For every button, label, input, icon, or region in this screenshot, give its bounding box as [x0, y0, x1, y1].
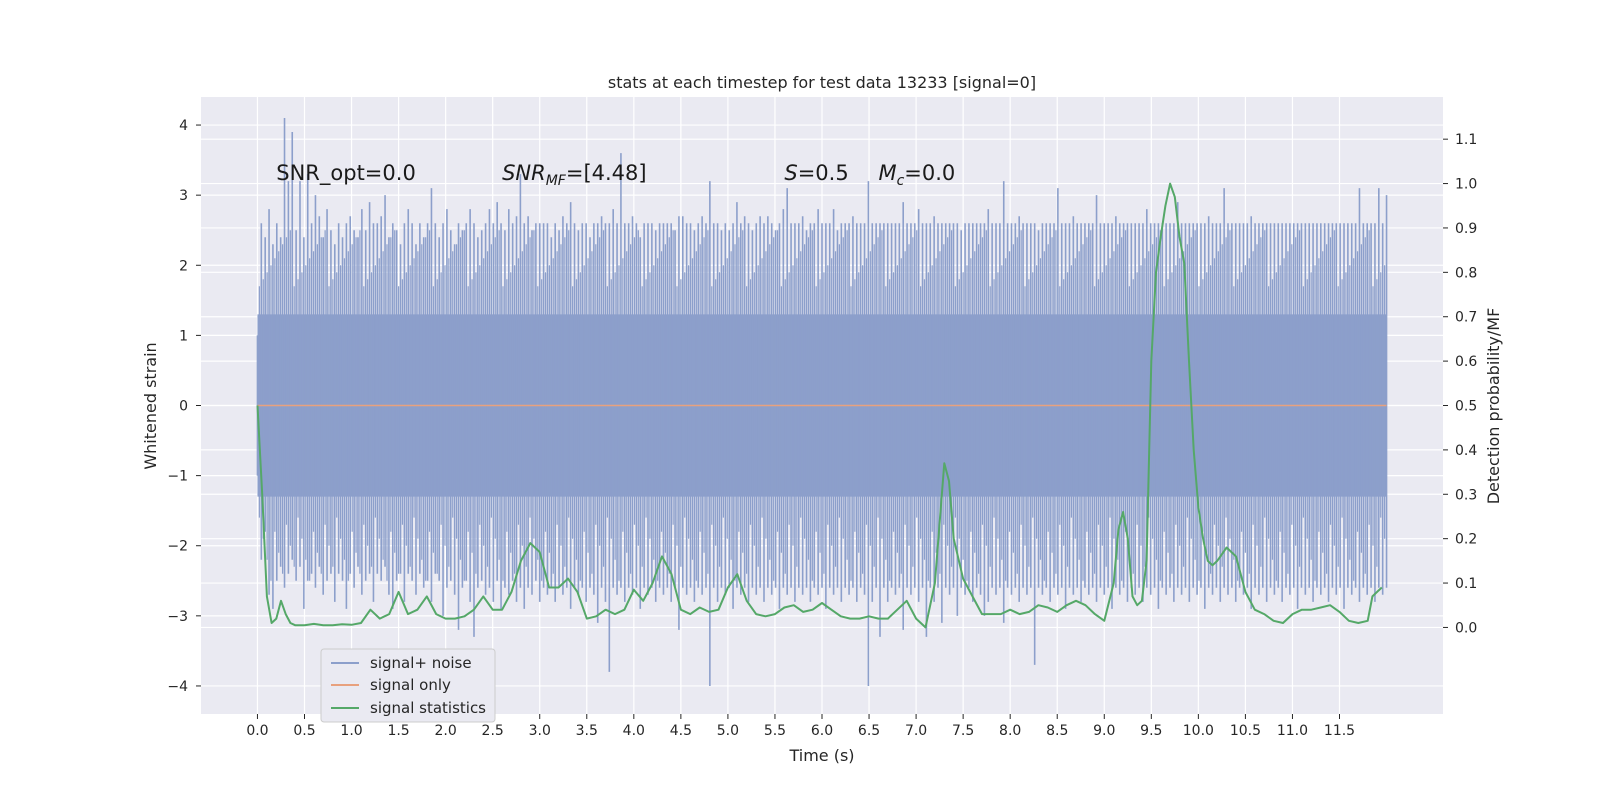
- x-tick-label: 5.5: [764, 723, 786, 739]
- y2-tick-label: 0.4: [1455, 443, 1477, 459]
- y-axis-label: Whitened strain: [141, 342, 160, 469]
- x-axis-label: Time (s): [788, 746, 854, 765]
- y-tick-label: 0: [179, 399, 188, 415]
- x-tick-label: 3.0: [529, 723, 551, 739]
- y2-axis-label: Detection probability/MF: [1484, 308, 1503, 505]
- x-tick-label: 9.5: [1140, 723, 1162, 739]
- series-signal-statistics: [256, 182, 1383, 629]
- legend-label-signal-noise: signal+ noise: [370, 654, 472, 672]
- x-tick-label: 0.0: [246, 723, 268, 739]
- annotations: SNR_opt=0.0 SNRMF=[4.48] S=0.5 Mc=0.0: [276, 161, 955, 189]
- y-tick-label: −2: [167, 539, 188, 555]
- plot-area: [256, 118, 1388, 686]
- x-tick-label: 11.0: [1277, 723, 1308, 739]
- x-tick-label: 4.0: [623, 723, 645, 739]
- x-tick-label: 3.5: [576, 723, 598, 739]
- x-tick-label: 0.5: [293, 723, 315, 739]
- y-tick-label: 2: [179, 258, 188, 274]
- legend: signal+ noise signal only signal statist…: [320, 648, 496, 723]
- legend-label-signal-statistics: signal statistics: [370, 699, 486, 717]
- y2-tick-label: 0.9: [1455, 221, 1477, 237]
- y2-tick-label: 0.0: [1455, 620, 1477, 636]
- x-tick-label: 11.5: [1324, 723, 1355, 739]
- y-tick-label: 4: [179, 118, 188, 134]
- y2-tick-label: 0.1: [1455, 576, 1477, 592]
- legend-box: [320, 648, 496, 723]
- x-tick-label: 1.0: [340, 723, 362, 739]
- y-tick-label: 3: [179, 188, 188, 204]
- x-tick-label: 6.5: [858, 723, 880, 739]
- y2-tick-label: 1.1: [1455, 132, 1477, 148]
- x-tick-label: 7.5: [952, 723, 974, 739]
- x-tick-label: 10.0: [1183, 723, 1214, 739]
- x-tick-label: 4.5: [670, 723, 692, 739]
- chart-title: stats at each timestep for test data 132…: [608, 73, 1036, 92]
- y-tick-label: −3: [167, 609, 188, 625]
- tick-labels: 0.0 0.5 1.0 1.5 2.0 2.5 3.0 3.5 4.0 4.5 5.0 5.5 6.0 6…: [167, 118, 1477, 739]
- x-tick-label: 7.0: [905, 723, 927, 739]
- y-tick-label: −1: [167, 469, 188, 485]
- y2-tick-label: 0.5: [1455, 399, 1477, 415]
- x-tick-label: 5.0: [717, 723, 739, 739]
- y2-tick-label: 1.0: [1455, 177, 1477, 193]
- legend-label-signal-only: signal only: [370, 676, 451, 694]
- x-tick-label: 2.0: [435, 723, 457, 739]
- annotation: SNRMF=[4.48]: [502, 161, 647, 189]
- annotation: Mc=0.0: [878, 161, 955, 189]
- x-tick-label: 10.5: [1230, 723, 1261, 739]
- y2-tick-label: 0.2: [1455, 532, 1477, 548]
- y2-tick-label: 0.3: [1455, 487, 1477, 503]
- x-tick-label: 2.5: [482, 723, 504, 739]
- x-tick-label: 8.0: [999, 723, 1021, 739]
- y2-tick-label: 0.8: [1455, 265, 1477, 281]
- y-tick-label: 1: [179, 328, 188, 344]
- y2-tick-label: 0.7: [1455, 310, 1477, 326]
- x-tick-label: 8.5: [1046, 723, 1068, 739]
- x-tick-label: 6.0: [811, 723, 833, 739]
- x-tick-label: 9.0: [1093, 723, 1115, 739]
- annotation: S=0.5: [784, 161, 848, 185]
- y-tick-label: −4: [167, 679, 188, 695]
- annotation: SNR_opt=0.0: [276, 161, 416, 186]
- x-tick-label: 1.5: [387, 723, 409, 739]
- y2-tick-label: 0.6: [1455, 354, 1477, 370]
